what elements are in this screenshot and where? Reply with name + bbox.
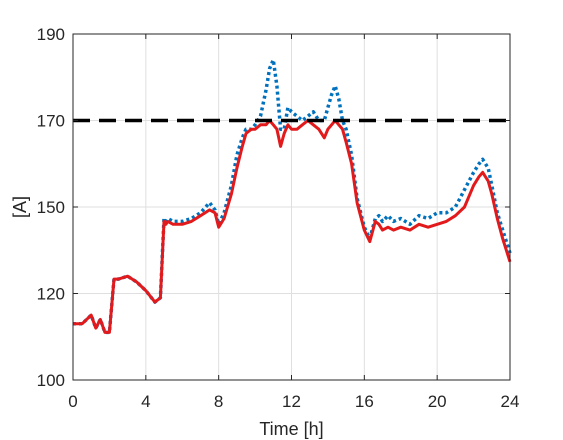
x-tick-label: 0 [68, 392, 77, 411]
x-axis-ticks: 0 4 8 12 16 20 24 [68, 34, 519, 411]
series-layer [73, 58, 512, 335]
x-tick-label: 20 [428, 392, 447, 411]
x-tick-label: 8 [214, 392, 223, 411]
y-axis-title: [A] [10, 196, 30, 218]
y-tick-label: 150 [37, 198, 65, 217]
x-axis-title: Time [h] [259, 419, 323, 439]
x-tick-label: 4 [141, 392, 150, 411]
x-tick-label: 16 [355, 392, 374, 411]
y-tick-label: 120 [37, 285, 65, 304]
y-tick-label: 190 [37, 25, 65, 44]
y-axis-ticks: 100 120 150 170 190 [37, 25, 510, 390]
y-tick-label: 100 [37, 371, 65, 390]
x-tick-label: 24 [501, 392, 520, 411]
series-line-solid [73, 119, 512, 334]
y-tick-label: 170 [37, 112, 65, 131]
x-tick-label: 12 [282, 392, 301, 411]
